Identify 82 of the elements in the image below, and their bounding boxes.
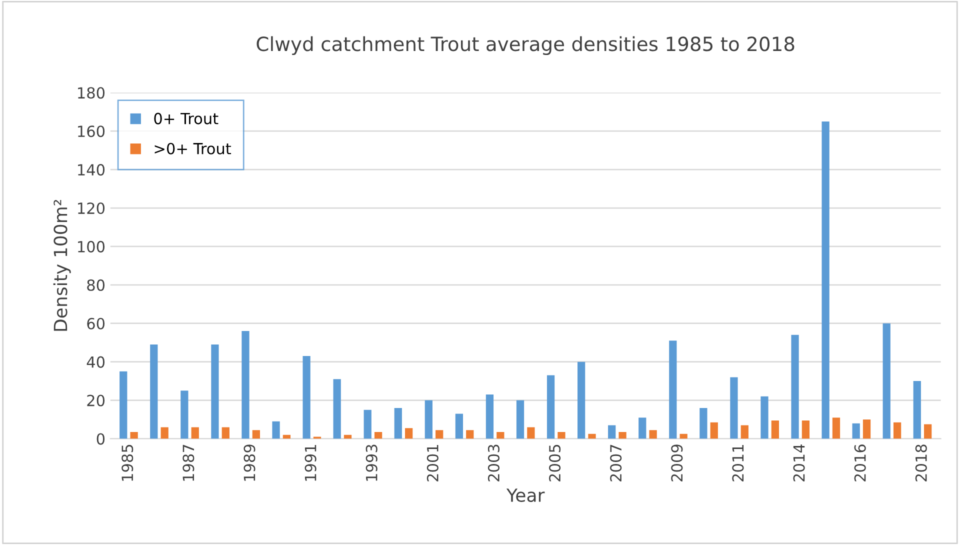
bar bbox=[882, 323, 890, 439]
y-tick-label: 20 bbox=[87, 394, 105, 406]
y-tick-label: 100 bbox=[78, 240, 105, 252]
bar bbox=[191, 427, 199, 439]
bar bbox=[120, 371, 128, 439]
bar bbox=[638, 418, 646, 439]
bar bbox=[588, 434, 596, 439]
x-tick-label: 2009 bbox=[671, 444, 683, 482]
bar bbox=[374, 432, 382, 439]
bar bbox=[130, 432, 138, 439]
legend-label: >0+ Trout bbox=[154, 142, 232, 154]
bar bbox=[424, 400, 432, 439]
y-tick-label: 120 bbox=[78, 202, 105, 214]
x-tick-label: 2005 bbox=[549, 444, 561, 482]
bar bbox=[730, 377, 738, 439]
bar bbox=[558, 432, 566, 439]
bar bbox=[302, 356, 310, 439]
legend-label: 0+ Trout bbox=[154, 112, 218, 124]
bar bbox=[760, 396, 768, 439]
bar bbox=[150, 344, 158, 439]
bar bbox=[272, 421, 280, 439]
bar bbox=[924, 424, 932, 439]
bar bbox=[405, 428, 413, 439]
y-tick-label: 40 bbox=[86, 356, 105, 368]
bar bbox=[680, 434, 688, 439]
x-tick-label: 1985 bbox=[122, 444, 134, 481]
bar bbox=[364, 410, 372, 439]
x-tick-label: 2003 bbox=[488, 444, 500, 482]
chart-title: Clwyd catchment Trout average densities 1985 to 2018 bbox=[256, 36, 794, 56]
y-axis-title: Density 100m² bbox=[53, 200, 71, 331]
bar bbox=[486, 394, 494, 439]
x-tick-label: 1991 bbox=[304, 445, 316, 481]
bar bbox=[394, 408, 402, 439]
y-tick-label: 140 bbox=[78, 164, 105, 176]
bar bbox=[527, 427, 535, 439]
x-tick-label: 2014 bbox=[793, 444, 805, 482]
bar bbox=[252, 430, 260, 439]
bar bbox=[608, 425, 616, 439]
bar bbox=[802, 420, 810, 439]
y-tick-label: 0 bbox=[96, 433, 105, 445]
x-tick-label: 1987 bbox=[182, 444, 194, 481]
bar bbox=[282, 434, 291, 439]
y-tick-label: 180 bbox=[78, 87, 105, 99]
bar bbox=[893, 422, 902, 439]
y-tick-label: 60 bbox=[87, 318, 105, 330]
x-tick-label: 1989 bbox=[244, 444, 256, 481]
x-tick-label: 2018 bbox=[915, 444, 927, 482]
bar bbox=[180, 390, 188, 439]
bar bbox=[516, 400, 524, 439]
bar bbox=[852, 423, 860, 439]
bar bbox=[710, 422, 718, 439]
bar bbox=[466, 430, 474, 439]
bar bbox=[740, 425, 748, 439]
bar bbox=[222, 427, 230, 439]
bar bbox=[160, 427, 168, 439]
x-axis-title: Year bbox=[506, 488, 545, 502]
bar bbox=[862, 420, 871, 439]
bar bbox=[211, 344, 219, 439]
bar bbox=[455, 414, 464, 439]
x-tick-label: 2016 bbox=[854, 444, 866, 482]
bar bbox=[791, 334, 799, 439]
bar bbox=[618, 432, 626, 439]
x-tick-label: 2011 bbox=[732, 445, 744, 482]
bar bbox=[649, 430, 657, 439]
bar bbox=[242, 331, 250, 439]
bar bbox=[546, 375, 555, 439]
x-tick-label: 2007 bbox=[610, 444, 622, 482]
bar bbox=[436, 430, 444, 439]
bar bbox=[822, 121, 830, 439]
bar bbox=[832, 418, 840, 439]
bar bbox=[669, 340, 677, 439]
bar bbox=[578, 362, 586, 439]
x-tick-label: 1993 bbox=[366, 444, 378, 481]
bar bbox=[700, 408, 708, 439]
y-tick-label: 80 bbox=[87, 279, 105, 291]
y-tick-label: 160 bbox=[78, 126, 105, 138]
bar bbox=[771, 420, 779, 439]
bar bbox=[913, 381, 921, 439]
x-tick-label: 2001 bbox=[426, 445, 438, 482]
bar bbox=[344, 434, 352, 439]
bar bbox=[333, 379, 341, 439]
bar bbox=[496, 432, 504, 439]
